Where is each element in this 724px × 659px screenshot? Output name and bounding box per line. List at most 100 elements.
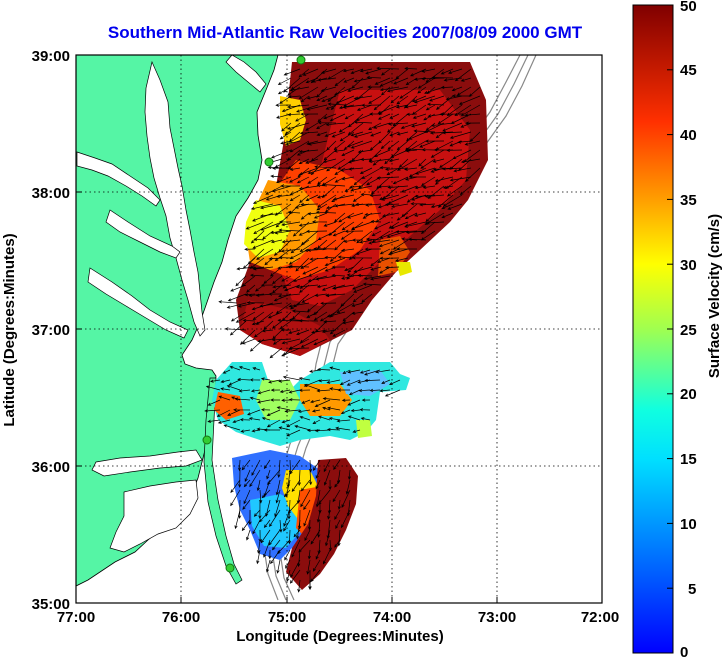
velocity-arrow bbox=[410, 202, 427, 206]
velocity-arrow bbox=[322, 397, 341, 401]
velocity-arrow bbox=[422, 185, 436, 189]
velocity-arrow bbox=[334, 539, 341, 548]
colorbar-tick-label: 35 bbox=[680, 192, 697, 209]
velocity-arrow bbox=[251, 459, 261, 476]
velocity-arrow bbox=[317, 121, 337, 125]
velocity-arrow bbox=[355, 248, 373, 255]
velocity-arrow bbox=[372, 158, 382, 166]
velocity-arrow bbox=[404, 176, 418, 181]
velocity-arrow bbox=[287, 158, 301, 170]
velocity-arrow bbox=[359, 239, 373, 244]
velocity-arrow bbox=[408, 237, 427, 242]
velocity-arrow bbox=[334, 77, 346, 87]
velocity-arrow bbox=[278, 426, 291, 431]
velocity-arrow bbox=[421, 148, 436, 152]
velocity-arrow bbox=[237, 302, 256, 308]
velocity-arrow bbox=[317, 77, 337, 82]
velocity-arrow bbox=[347, 86, 364, 93]
velocity-arrow bbox=[315, 549, 321, 560]
velocity-arrow bbox=[324, 257, 346, 267]
velocity-arrow bbox=[380, 140, 391, 150]
velocity-arrow bbox=[220, 379, 231, 384]
velocity-arrow bbox=[261, 408, 271, 412]
velocity-arrow bbox=[345, 479, 351, 495]
y-tick-label: 38:00 bbox=[32, 185, 70, 202]
velocity-arrow bbox=[442, 194, 463, 207]
velocity-arrow bbox=[283, 509, 291, 527]
velocity-arrow bbox=[288, 264, 310, 269]
velocity-arrow bbox=[301, 399, 311, 404]
velocity-arrow bbox=[278, 228, 301, 232]
velocity-arrow bbox=[459, 185, 472, 195]
velocity-arrow bbox=[294, 424, 311, 431]
velocity-arrow bbox=[316, 509, 321, 523]
velocity-arrow bbox=[218, 395, 231, 401]
velocity-arrow bbox=[295, 284, 319, 289]
velocity-arrow bbox=[204, 409, 221, 413]
velocity-arrow bbox=[260, 203, 283, 210]
velocity-arrow bbox=[253, 237, 265, 242]
velocity-arrow bbox=[277, 318, 301, 323]
velocity-arrow bbox=[390, 203, 409, 208]
velocity-arrow bbox=[390, 149, 409, 158]
velocity-arrow bbox=[410, 68, 427, 77]
velocity-arrow bbox=[222, 369, 231, 374]
velocity-arrow bbox=[295, 113, 310, 122]
velocity-arrow bbox=[275, 479, 281, 496]
velocity-arrow bbox=[336, 302, 355, 313]
velocity-arrow bbox=[415, 167, 436, 175]
velocity-arrow bbox=[393, 77, 409, 85]
velocity-arrow bbox=[310, 569, 321, 583]
velocity-arrow bbox=[292, 309, 310, 313]
velocity-arrow bbox=[367, 85, 381, 89]
velocity-arrow bbox=[242, 318, 256, 323]
velocity-arrow bbox=[266, 409, 281, 416]
velocity-arrow bbox=[408, 175, 427, 179]
velocity-arrow bbox=[227, 293, 247, 302]
velocity-arrow bbox=[269, 347, 283, 359]
velocity-arrow bbox=[317, 194, 337, 208]
velocity-arrow bbox=[297, 409, 311, 414]
velocity-arrow bbox=[448, 68, 463, 74]
y-axis: 39:00 38:00 37:00 36:00 35:00 Latitude (… bbox=[1, 48, 82, 613]
velocity-arrow bbox=[336, 419, 351, 423]
velocity-arrow bbox=[268, 292, 283, 296]
velocity-arrow bbox=[264, 257, 274, 266]
velocity-arrow bbox=[286, 419, 301, 428]
velocity-arrow bbox=[263, 428, 280, 432]
velocity-arrow bbox=[272, 166, 292, 170]
velocity-arrow bbox=[434, 176, 445, 185]
velocity-arrow bbox=[379, 77, 400, 87]
velocity-arrow bbox=[456, 86, 472, 96]
velocity-arrow bbox=[342, 104, 364, 109]
velocity-arrow bbox=[275, 212, 292, 228]
velocity-arrow bbox=[241, 519, 251, 532]
velocity-arrow bbox=[277, 77, 292, 85]
x-tick-label: 72:00 bbox=[581, 609, 619, 626]
velocity-arrow bbox=[265, 194, 283, 201]
albemarle-sound bbox=[91, 449, 203, 477]
velocity-arrow bbox=[271, 320, 283, 329]
velocity-arrow bbox=[368, 158, 391, 164]
velocity-arrow bbox=[414, 77, 427, 81]
velocity-arrow bbox=[338, 212, 355, 223]
velocity-arrow bbox=[468, 86, 481, 97]
velocity-arrow bbox=[309, 257, 328, 261]
velocity-arrow bbox=[307, 176, 319, 184]
y-tick-label: 39:00 bbox=[32, 48, 70, 65]
velocity-arrow bbox=[285, 140, 301, 146]
velocity-arrow bbox=[342, 320, 355, 325]
velocity-arrow bbox=[317, 176, 328, 185]
velocity-arrow bbox=[280, 248, 301, 253]
velocity-arrow bbox=[253, 221, 274, 235]
velocity-arrow bbox=[207, 399, 221, 406]
velocity-arrow bbox=[421, 77, 445, 81]
velocity-arrow bbox=[270, 230, 283, 235]
velocity-arrow bbox=[358, 388, 371, 393]
velocity-arrow bbox=[259, 212, 283, 218]
velocity-arrow bbox=[334, 239, 346, 251]
x-tick-label: 75:00 bbox=[268, 609, 306, 626]
velocity-arrow bbox=[458, 95, 481, 105]
velocity-arrow bbox=[377, 185, 391, 189]
velocity-arrow bbox=[235, 275, 247, 287]
